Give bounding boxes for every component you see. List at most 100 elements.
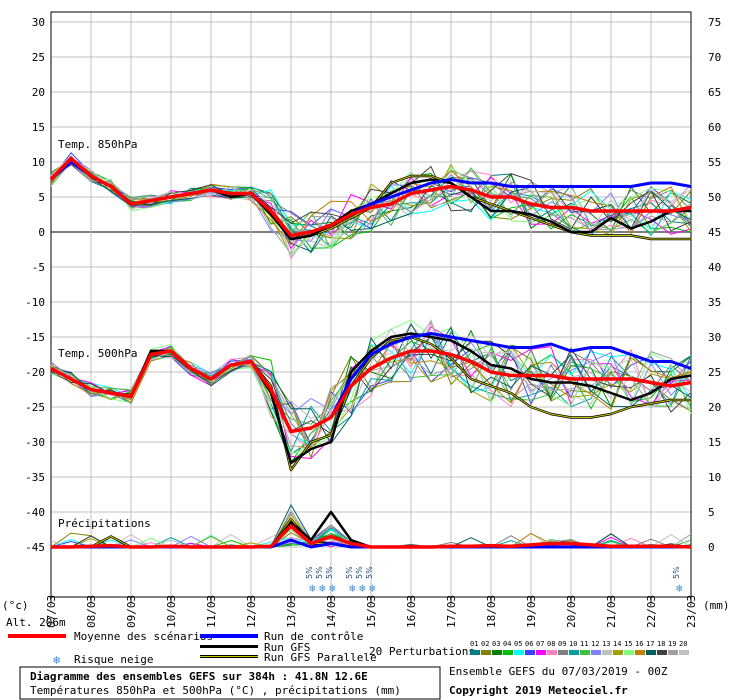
x-tick-label: 16/03: [405, 595, 418, 628]
altitude-label: Alt. 206m: [6, 616, 66, 629]
perturbation-swatch: [613, 650, 623, 655]
x-tick-label: 10/03: [165, 595, 178, 628]
y2-tick-label: 25: [708, 366, 721, 379]
snowflake-icon: ❄: [359, 582, 366, 595]
y-tick-label: 25: [32, 51, 45, 64]
perturbation-swatch: [481, 650, 491, 655]
x-tick-label: 22/03: [645, 595, 658, 628]
snowflake-icon: ❄: [319, 582, 326, 595]
snowflake-icon: ❄: [676, 582, 683, 595]
perturbation-swatch: [591, 650, 601, 655]
snow-percent-label: 5%: [365, 566, 374, 579]
y2-tick-label: 15: [708, 436, 721, 449]
x-tick-label: 21/03: [605, 595, 618, 628]
x-tick-label: 18/03: [485, 595, 498, 628]
snow-percent-label: 5%: [355, 566, 364, 579]
copyright: Copyright 2019 Meteociel.fr: [449, 684, 628, 697]
perturbation-number: 10: [569, 640, 577, 648]
title-500: Temp. 500hPa: [58, 347, 137, 360]
y2-tick-label: 60: [708, 121, 721, 134]
series-mean-500: [50, 349, 692, 434]
x-tick-label: 09/03: [125, 595, 138, 628]
legend-control: Run de contrôle: [264, 630, 363, 643]
perturbation-legend: 01 02 03 04 05 06 07 08 09 10 11 12 13 14 15 16 17 18 19 20: [470, 640, 689, 655]
perturbation-number: 11: [580, 640, 588, 648]
snow-percent-label: 5%: [315, 566, 324, 579]
perturbation-number: 03: [492, 640, 500, 648]
y2-tick-label: 0: [708, 541, 715, 554]
perturbation-swatch: [503, 650, 513, 655]
perturbation-swatch: [679, 650, 689, 655]
perturbation-swatch: [547, 650, 557, 655]
y-tick-label: 30: [32, 16, 45, 29]
perturbation-number: 01: [470, 640, 478, 648]
x-tick-label: 08/03: [85, 595, 98, 628]
perturbation-number: 02: [481, 640, 489, 648]
x-tick-label: 15/03: [365, 595, 378, 628]
perturbation-number: 07: [536, 640, 544, 648]
y-tick-label: 15: [32, 121, 45, 134]
perturbation-swatch: [657, 650, 667, 655]
y-tick-label: -30: [25, 436, 45, 449]
perturbation-500-16: [50, 342, 692, 449]
perturbation-850-15: [50, 162, 692, 257]
perturbation-number: 12: [591, 640, 599, 648]
perturbation-number: 17: [646, 640, 654, 648]
x-tick-label: 23/03: [685, 595, 698, 628]
x-tick-label: 17/03: [445, 595, 458, 628]
y2-tick-label: 55: [708, 156, 721, 169]
snow-percent-label: 5%: [672, 566, 681, 579]
perturbation-number: 18: [657, 640, 665, 648]
snowflake-icon: ❄: [53, 653, 60, 667]
legend-perturbations: 20 Perturbations: [369, 645, 475, 658]
y-tick-label: 0: [38, 226, 45, 239]
info-subtitle: Températures 850hPa et 500hPa (°C) , pré…: [30, 684, 401, 697]
y-tick-label: -5: [32, 261, 45, 274]
perturbation-850-11: [50, 160, 692, 250]
perturbation-swatch: [569, 650, 579, 655]
perturbation-number: 04: [503, 640, 511, 648]
y-tick-label: 5: [38, 191, 45, 204]
perturbation-850-20: [50, 161, 692, 258]
perturbation-850-19: [50, 162, 692, 255]
perturbation-500-18: [50, 340, 692, 435]
series-mean-850: [49, 156, 692, 238]
perturbation-swatch: [580, 650, 590, 655]
perturbation-number: 19: [668, 640, 676, 648]
y2-tick-label: 20: [708, 401, 721, 414]
x-tick-label: 07/03: [45, 595, 58, 628]
y-tick-label: -25: [25, 401, 45, 414]
perturbation-number: 15: [624, 640, 632, 648]
y2-tick-label: 70: [708, 51, 721, 64]
perturbation-swatch: [514, 650, 524, 655]
perturbation-number: 08: [547, 640, 555, 648]
snowflake-icon: ❄: [309, 582, 316, 595]
snow-percent-label: 5%: [345, 566, 354, 579]
perturbation-swatch: [558, 650, 568, 655]
snowflake-icon: ❄: [349, 582, 356, 595]
perturbation-swatch: [668, 650, 678, 655]
snow-markers: 5% ❄ 5% ❄ 5% ❄ 5% ❄ 5% ❄ 5% ❄ 5% ❄: [305, 566, 683, 595]
y-tick-label: -15: [25, 331, 45, 344]
perturbation-swatch: [602, 650, 612, 655]
snowflake-icon: ❄: [369, 582, 376, 595]
perturbation-number: 13: [602, 640, 610, 648]
snow-percent-label: 5%: [305, 566, 314, 579]
legend-mean-swatch: [8, 634, 66, 638]
y-tick-label: -20: [25, 366, 45, 379]
y2-tick-label: 30: [708, 331, 721, 344]
y2-tick-label: 75: [708, 16, 721, 29]
left-unit: (°c): [2, 599, 29, 612]
chart-grid: [50, 12, 692, 597]
x-tick-label: 14/03: [325, 595, 338, 628]
title-850: Temp. 850hPa: [58, 138, 137, 151]
perturbation-number: 14: [613, 640, 621, 648]
y2-tick-label: 5: [708, 506, 715, 519]
perturbation-number: 09: [558, 640, 566, 648]
y2-tick-label: 40: [708, 261, 721, 274]
ensemble-run: Ensemble GEFS du 07/03/2019 - 00Z: [449, 665, 668, 678]
snowflake-icon: ❄: [329, 582, 336, 595]
legend-gfs-par: Run GFS Parallele: [264, 651, 377, 664]
title-precip: Précipitations: [58, 517, 151, 530]
